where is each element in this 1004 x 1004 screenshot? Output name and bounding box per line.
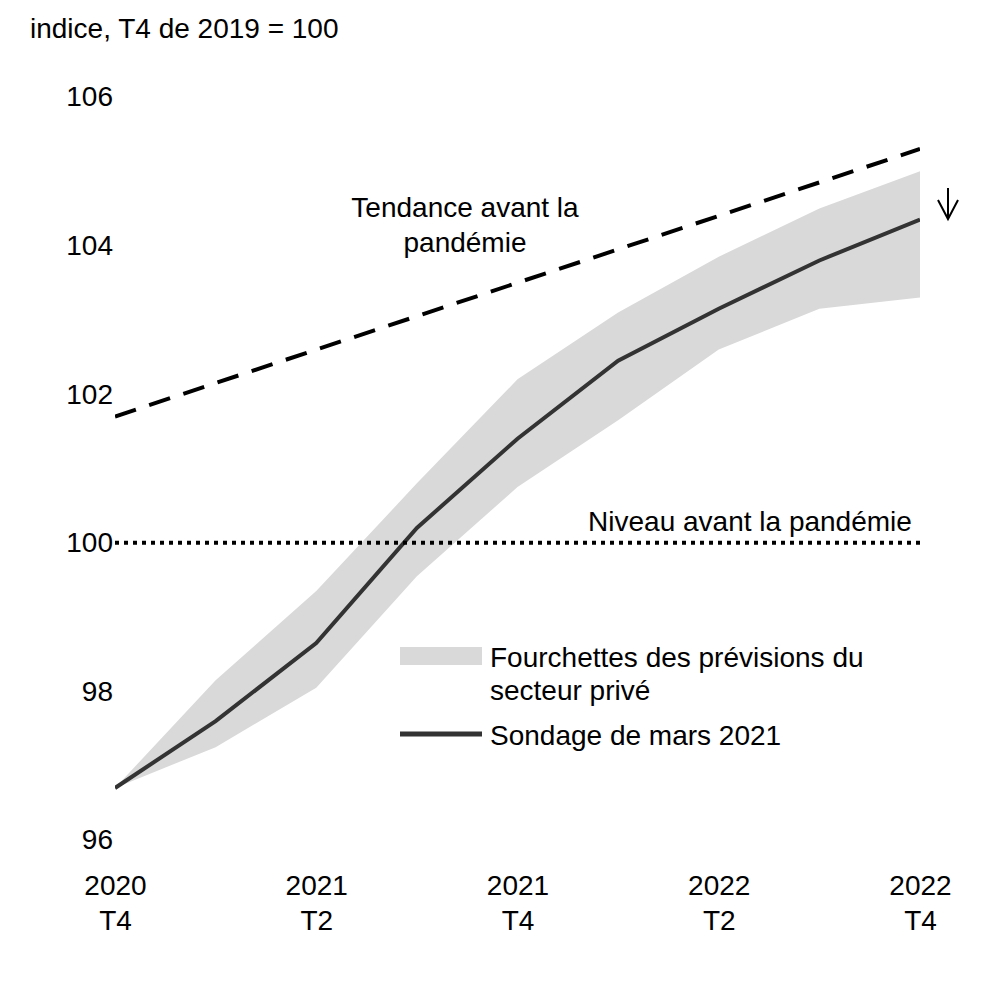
y-tick: 104 bbox=[66, 230, 115, 261]
y-tick: 96 bbox=[82, 824, 115, 855]
x-tick-label: 2020T4 bbox=[84, 870, 146, 936]
arrow bbox=[947, 188, 949, 218]
x-axis: 2020T4 2021T2 2021T4 2022T2 2022T4 bbox=[84, 840, 951, 936]
y-tick-label: 102 bbox=[66, 379, 113, 410]
legend-label: Sondage de mars 2021 bbox=[490, 720, 781, 751]
series-line bbox=[115, 220, 920, 788]
legend-swatch bbox=[400, 732, 482, 737]
y-axis-line bbox=[115, 98, 116, 841]
y-tick-label: 100 bbox=[66, 527, 113, 558]
x-tick-label: 2022T2 bbox=[688, 870, 750, 936]
y-axis: 96 98 100 102 104 106 bbox=[66, 81, 115, 855]
x-tick: 2020T4 bbox=[84, 840, 146, 936]
series-label: Tendance avant lapandémie bbox=[351, 192, 579, 258]
y-tick-label: 104 bbox=[66, 230, 113, 261]
x-tick: 2021T4 bbox=[487, 840, 549, 936]
series-label: Niveau avant la pandémie bbox=[588, 506, 912, 537]
y-tick-label: 106 bbox=[66, 81, 113, 112]
x-tick: 2022T4 bbox=[889, 840, 951, 936]
forecast-range bbox=[115, 171, 920, 788]
legend: Fourchettes des prévisions dusecteur pri… bbox=[400, 642, 864, 751]
x-tick: 2021T2 bbox=[286, 840, 348, 936]
y-tick: 106 bbox=[66, 81, 115, 112]
arrow-head bbox=[938, 200, 958, 219]
y-tick: 102 bbox=[66, 379, 115, 410]
legend-swatch bbox=[400, 647, 482, 665]
y-axis-title: indice, T4 de 2019 = 100 bbox=[30, 13, 339, 44]
legend-item: Fourchettes des prévisions dusecteur pri… bbox=[400, 642, 864, 706]
x-tick-label: 2021T2 bbox=[286, 870, 348, 936]
series-line bbox=[115, 541, 920, 545]
legend-label: Fourchettes des prévisions dusecteur pri… bbox=[490, 642, 864, 706]
plot-area bbox=[115, 149, 920, 788]
legend-item: Sondage de mars 2021 bbox=[400, 720, 781, 751]
y-tick-label: 98 bbox=[82, 676, 113, 707]
x-tick-label: 2022T4 bbox=[889, 870, 951, 936]
y-tick: 98 bbox=[82, 676, 115, 707]
series-line bbox=[115, 149, 920, 416]
x-tick: 2022T2 bbox=[688, 840, 750, 936]
chart: indice, T4 de 2019 = 100 96 98 100 102 104 106… bbox=[0, 0, 1004, 1004]
y-tick-label: 96 bbox=[82, 824, 113, 855]
x-tick-label: 2021T4 bbox=[487, 870, 549, 936]
x-axis-line bbox=[116, 840, 921, 841]
y-tick: 100 bbox=[66, 527, 115, 558]
